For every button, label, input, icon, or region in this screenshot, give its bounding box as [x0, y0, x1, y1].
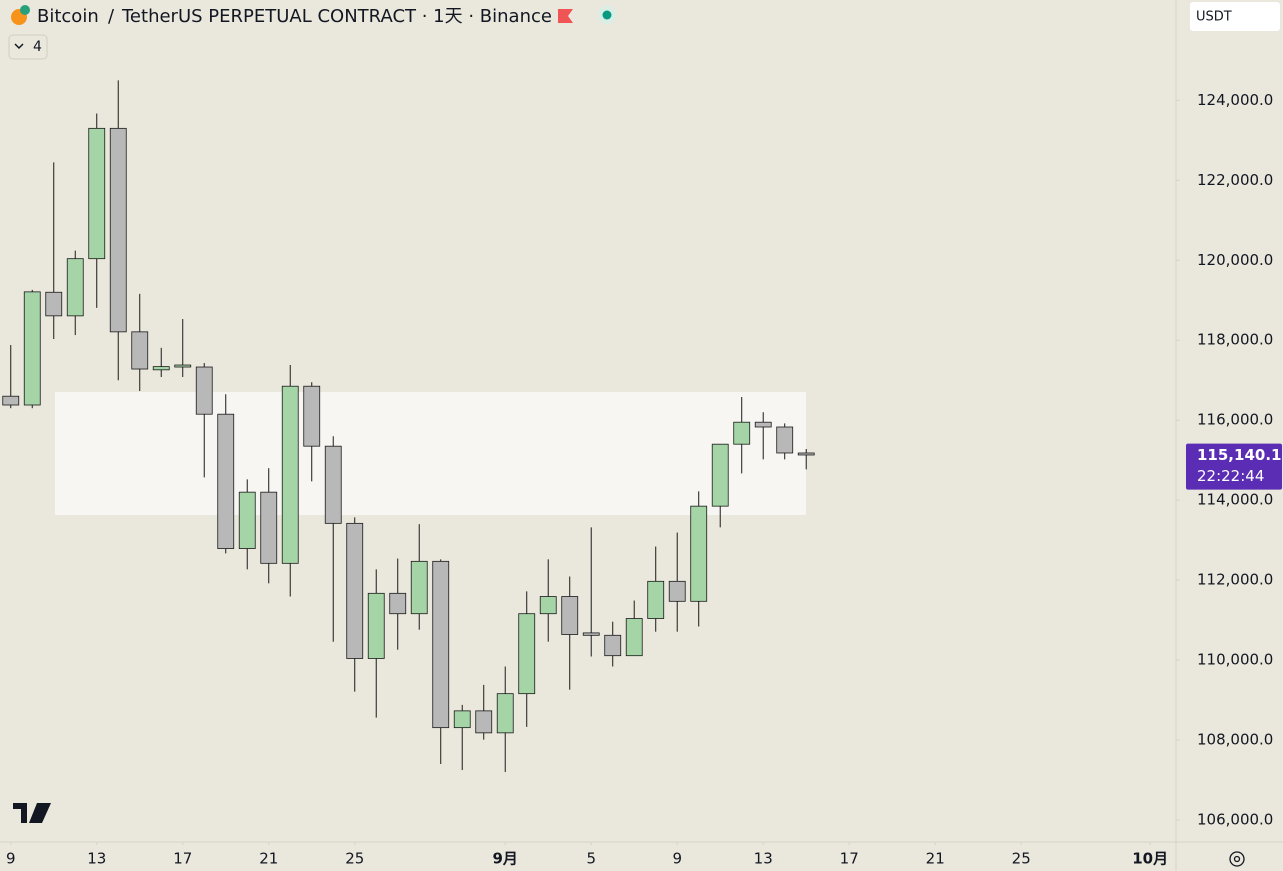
candle-body — [131, 331, 149, 370]
candle-body — [475, 710, 493, 734]
candle-body — [668, 580, 686, 602]
candle-body — [66, 258, 84, 317]
indicator-toggle[interactable] — [8, 34, 48, 60]
candle-body — [45, 291, 63, 317]
currency: USDT — [1196, 10, 1232, 25]
candle-body — [582, 632, 600, 636]
candle-body — [281, 385, 299, 564]
candle-body — [518, 613, 536, 695]
x-tick-label: 21 — [259, 850, 278, 868]
candle-body — [432, 560, 450, 729]
x-tick-label: 10月 — [1132, 850, 1168, 868]
candle-body — [410, 560, 428, 615]
candle-body — [367, 592, 385, 659]
candle-body — [195, 366, 213, 415]
indicator-count: 4 — [33, 39, 42, 55]
countdown: 22:22:44 — [1197, 467, 1264, 485]
candle-body — [754, 421, 772, 428]
candle-body — [690, 505, 708, 602]
y-tick-label: 106,000.0 — [1197, 811, 1273, 829]
y-tick-label: 110,000.0 — [1197, 651, 1273, 669]
candle-body — [561, 596, 579, 635]
last-price-box — [1186, 443, 1282, 490]
candle-body — [23, 291, 41, 406]
y-tick-label: 112,000.0 — [1197, 571, 1273, 589]
candle-body — [453, 710, 471, 729]
y-tick-label: 114,000.0 — [1197, 491, 1273, 509]
currency-box[interactable] — [1190, 2, 1280, 31]
symbol: Bitcoin — [37, 6, 99, 27]
x-tick-label: 13 — [754, 850, 773, 868]
last-price-label: 115,140.1 — [1197, 446, 1281, 464]
candle-body — [733, 421, 751, 445]
candle-body — [711, 443, 729, 507]
settings-icon-core — [1233, 855, 1241, 863]
x-tick-label: 13 — [87, 850, 106, 868]
chart-title: TetherUS PERPETUAL CONTRACT · 1天 · Binan… — [121, 6, 552, 27]
settings-icon[interactable] — [1229, 851, 1245, 867]
candle-body — [625, 618, 643, 657]
candle-body — [604, 634, 622, 657]
y-tick-label: 120,000.0 — [1197, 251, 1273, 269]
candle-body — [2, 395, 20, 406]
candle-body — [346, 522, 364, 659]
candle-body — [109, 127, 127, 333]
status-dot — [602, 10, 612, 20]
candle-body — [88, 127, 106, 260]
candle-body — [797, 452, 815, 456]
x-tick-label: 5 — [586, 850, 596, 868]
candle-body — [303, 385, 321, 447]
candle-body — [647, 580, 665, 619]
tv-logo[interactable] — [13, 803, 51, 823]
x-tick-label: 17 — [173, 850, 192, 868]
y-tick-label: 124,000.0 — [1197, 91, 1273, 109]
x-tick-label: 9月 — [493, 850, 518, 868]
flag-icon[interactable] — [558, 9, 573, 23]
y-tick-label: 116,000.0 — [1197, 411, 1273, 429]
candle-body — [389, 592, 407, 615]
candle-body — [776, 426, 794, 454]
candle-body — [324, 445, 342, 524]
candle-body — [217, 413, 235, 549]
candle-body — [539, 596, 557, 615]
candle-body — [152, 366, 170, 371]
y-tick-label: 118,000.0 — [1197, 331, 1273, 349]
x-tick-label: 25 — [345, 850, 364, 868]
candle-body — [238, 491, 256, 549]
x-tick-label: 9 — [672, 850, 682, 868]
x-tick-label: 25 — [1012, 850, 1031, 868]
x-tick-label: 9 — [6, 850, 16, 868]
usdt-icon — [20, 5, 30, 15]
candle-body — [174, 364, 192, 368]
candle-body — [496, 693, 514, 734]
separator: / — [108, 6, 115, 27]
x-tick-label: 21 — [926, 850, 945, 868]
zone-highlight — [55, 392, 806, 515]
chevron — [14, 43, 24, 50]
y-tick-label: 122,000.0 — [1197, 171, 1273, 189]
x-tick-label: 17 — [840, 850, 859, 868]
y-tick-label: 108,000.0 — [1197, 731, 1273, 749]
candle-body — [260, 491, 278, 564]
